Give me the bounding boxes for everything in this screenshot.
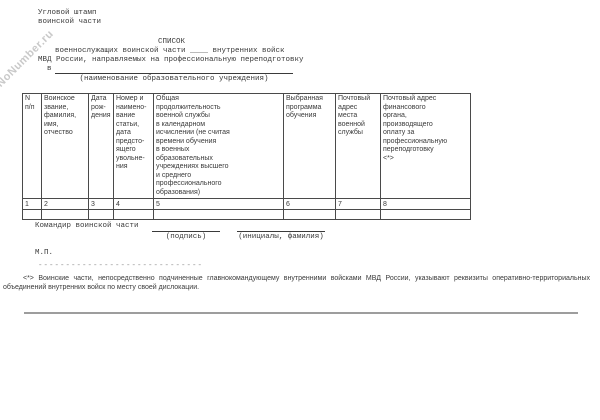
signature-caption: (подпись) [165, 233, 207, 241]
col-header-discharge-article: Номер и наимено- вание статьи, дата пред… [113, 93, 154, 199]
empty-cell [22, 208, 42, 220]
education-institution-caption: (наименование образовательного учреждени… [79, 75, 269, 83]
empty-cell [283, 208, 336, 220]
empty-cell [335, 208, 381, 220]
col-header-birth-date: Дата рож- дения [88, 93, 114, 199]
empty-cell [113, 208, 154, 220]
col-number-2: 2 [41, 197, 89, 210]
table-header-row: N п/п Воинское звание, фамилия, имя, отч… [22, 93, 471, 199]
col-number-8: 8 [380, 197, 471, 210]
footnote-text: <*> Воинские части, непосредственно подч… [3, 275, 590, 292]
empty-cell [380, 208, 471, 220]
name-blank-line [237, 222, 325, 232]
col-number-7: 7 [335, 197, 381, 210]
signature-blank-line [152, 222, 220, 232]
title-line-3: МВД России, направляемых на профессионал… [38, 56, 304, 64]
initials-caption: (инициалы, фамилия) [238, 233, 324, 241]
col-header-rank-name: Воинское звание, фамилия, имя, отчество [41, 93, 89, 199]
document-title: СПИСОК [158, 38, 186, 46]
col-header-service-duration: Общая продолжительность военной службы в… [153, 93, 284, 199]
col-header-service-address: Почтовый адрес места военной службы [335, 93, 381, 199]
col-header-finance-address: Почтовый адрес финансового органа, произ… [380, 93, 471, 199]
education-institution-blank-line [55, 64, 293, 74]
column-number-row: 1 2 3 4 5 6 7 8 [22, 197, 471, 210]
empty-cell [41, 208, 89, 220]
commander-label: Командир воинской части [35, 222, 139, 230]
col-number-5: 5 [153, 197, 284, 210]
col-number-1: 1 [22, 197, 42, 210]
title-line-2: военнослужащих воинской части ____ внутр… [55, 47, 285, 55]
footnote-separator: ------------------------------ [38, 262, 204, 270]
seal-placeholder: М.П. [35, 249, 54, 257]
title-line-4-prefix: в [47, 65, 52, 73]
col-number-3: 3 [88, 197, 114, 210]
col-header-number: N п/п [22, 93, 42, 199]
bottom-divider [24, 312, 578, 314]
empty-cell [153, 208, 284, 220]
corner-stamp: Угловой штамп воинской части [38, 9, 102, 26]
col-number-6: 6 [283, 197, 336, 210]
empty-data-row [22, 208, 471, 220]
col-number-4: 4 [113, 197, 154, 210]
empty-cell [88, 208, 114, 220]
col-header-training-program: Выбранная программа обучения [283, 93, 336, 199]
servicemen-list-table: N п/п Воинское звание, фамилия, имя, отч… [22, 93, 471, 220]
